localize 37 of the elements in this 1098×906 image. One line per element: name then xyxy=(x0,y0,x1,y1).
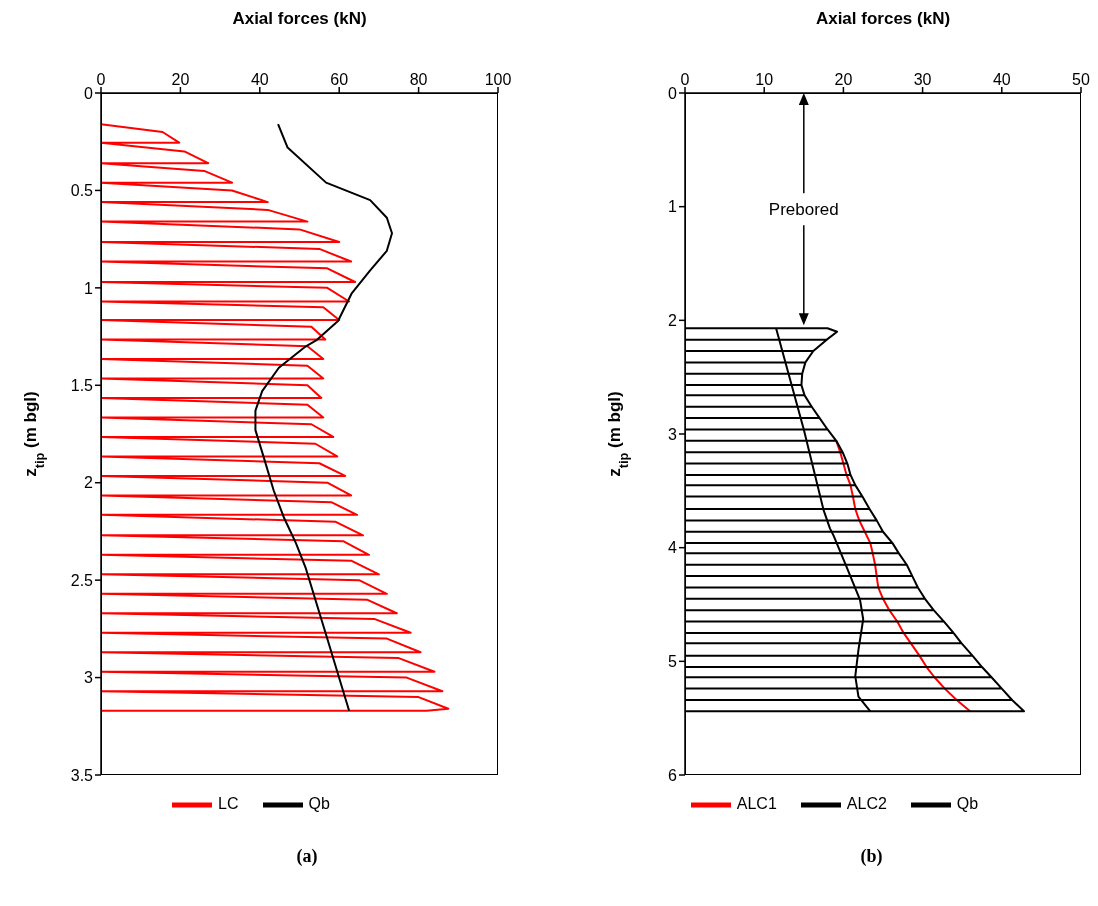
x-tick-label: 40 xyxy=(250,71,269,88)
legend-label: ALC2 xyxy=(846,795,887,813)
y-tick-label: 1 xyxy=(84,279,94,297)
legend-label: Qb xyxy=(308,795,330,813)
text: (a) xyxy=(295,846,319,867)
legend-label: ALC1 xyxy=(736,795,777,813)
x-tick-label: 20 xyxy=(171,71,190,88)
x-tick-label: 50 xyxy=(1072,71,1090,88)
x-tick-label: 0 xyxy=(96,71,106,88)
x-tick-label: 100 xyxy=(484,71,512,88)
x-tick-label: 80 xyxy=(409,71,428,88)
x-tick-label: 40 xyxy=(992,71,1011,88)
x-axis-title: Axial forces (kN) xyxy=(815,9,951,28)
x-tick-label: 60 xyxy=(330,71,349,88)
y-tick-label: 2 xyxy=(84,474,94,492)
y-tick-label: 0 xyxy=(668,84,678,102)
y-tick-label: 6 xyxy=(668,766,678,784)
y-tick-label: 3 xyxy=(84,669,94,687)
y-tick-label: 1 xyxy=(668,198,678,216)
y-tick-label: 0.5 xyxy=(70,182,94,200)
x-tick-label: 30 xyxy=(913,71,932,88)
legend-label: LC xyxy=(218,795,239,813)
legend-label: Qb xyxy=(956,795,979,813)
text: (b) xyxy=(859,846,884,867)
x-axis-title: Axial forces (kN) xyxy=(232,9,367,28)
y-tick-label: 3 xyxy=(668,425,678,443)
y-tick-label: 4 xyxy=(668,539,678,557)
x-tick-label: 0 xyxy=(680,71,690,88)
x-tick-label: 20 xyxy=(834,71,853,88)
y-tick-label: 1.5 xyxy=(70,376,94,394)
y-tick-label: 2.5 xyxy=(70,571,94,589)
y-tick-label: 3.5 xyxy=(70,766,94,784)
y-tick-label: 5 xyxy=(668,653,678,671)
annotation: Prebored xyxy=(768,200,839,220)
y-tick-label: 2 xyxy=(668,312,678,330)
y-tick-label: 0 xyxy=(84,84,94,102)
x-tick-label: 10 xyxy=(755,71,774,88)
